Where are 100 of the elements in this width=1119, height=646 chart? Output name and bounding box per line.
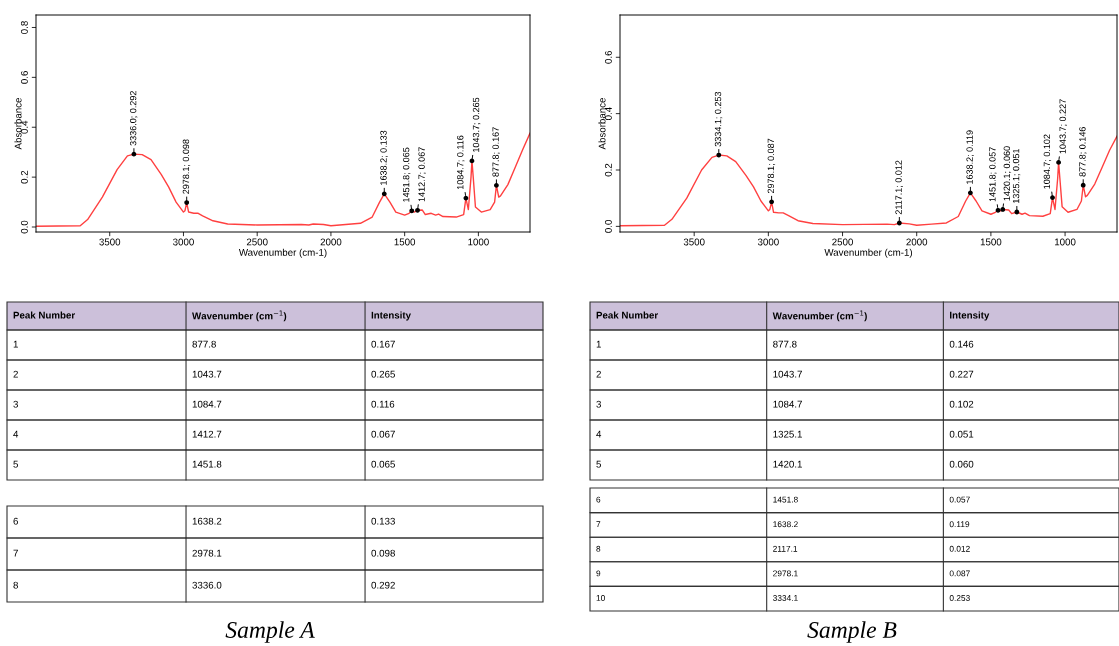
text: 1043.7 xyxy=(773,370,802,378)
text: Intensity xyxy=(371,311,411,321)
text: 0.051 xyxy=(949,430,974,438)
data-label: 2978.1; 0.087 xyxy=(767,138,776,194)
data-label: 1043.7; 0.265 xyxy=(472,97,481,152)
text: 2978.1 xyxy=(192,549,222,557)
text: 0.098 xyxy=(371,549,395,557)
y-tick-label: 0.0 xyxy=(20,220,28,234)
text: 0.253 xyxy=(949,595,970,601)
text: Intensity xyxy=(950,311,990,321)
text: 3 xyxy=(596,400,601,408)
x-tick-label: 3500 xyxy=(99,238,121,246)
text: 0.102 xyxy=(949,400,974,408)
y-tick-label: 0.0 xyxy=(604,219,612,233)
x-tick-label: 3000 xyxy=(173,238,194,246)
y-tick-label: 0.8 xyxy=(20,21,28,34)
text: 1412.7 xyxy=(192,430,222,438)
text: 0.087 xyxy=(949,570,970,577)
text: 1420.1 xyxy=(773,460,802,468)
x-tick-label: 2500 xyxy=(832,238,853,246)
text: Peak Number xyxy=(596,311,658,319)
text: 0.227 xyxy=(949,370,974,378)
text: 0.146 xyxy=(949,340,974,348)
point xyxy=(184,200,190,205)
x-tick-label: 3500 xyxy=(683,238,705,246)
text: 2 xyxy=(596,370,601,378)
data-label: 1638.2; 0.119 xyxy=(966,130,974,184)
text: 1 xyxy=(13,340,18,348)
text: 0.060 xyxy=(949,460,974,468)
data-label: 1043.7; 0.227 xyxy=(1059,99,1067,154)
data-label: 1638.2; 0.133 xyxy=(380,130,388,185)
text: 8 xyxy=(596,545,601,552)
y-tick-label: 0.2 xyxy=(20,170,28,184)
x-tick-label: 2500 xyxy=(246,238,268,246)
point xyxy=(1050,195,1055,201)
text: 1084.7 xyxy=(773,400,802,408)
x-tick-label: 1000 xyxy=(468,238,489,246)
text: 0.133 xyxy=(371,517,395,525)
text: 1043.7 xyxy=(192,370,222,378)
text: 1451.8 xyxy=(192,460,222,468)
text: 1451.8 xyxy=(773,496,798,503)
text: 0.065 xyxy=(371,460,395,468)
text: Sample A xyxy=(225,621,315,643)
text: 0.057 xyxy=(949,496,970,503)
text: 1084.7 xyxy=(192,400,222,408)
data-label: 877.8; 0.146 xyxy=(1079,127,1087,177)
x-tick-label: 1500 xyxy=(980,238,1002,246)
text: 0.116 xyxy=(371,400,395,408)
text: 1638.2 xyxy=(192,517,222,525)
text: Wavenumber (cm$^{−1}$) xyxy=(772,310,867,322)
x-tick-label: 1000 xyxy=(1055,238,1076,246)
data-label: 2117.1; 0.012 xyxy=(895,160,903,215)
y-axis-title: Absorbance xyxy=(14,97,22,150)
text: 2978.1 xyxy=(773,570,798,577)
text: 6 xyxy=(13,517,18,525)
text: 1 xyxy=(596,340,601,348)
text: 877.8 xyxy=(192,340,216,348)
text: 0.119 xyxy=(949,521,970,528)
text: 2117.1 xyxy=(773,545,798,552)
data-label: 3336.0; 0.292 xyxy=(129,91,138,146)
text: 2 xyxy=(13,370,18,378)
text: 1638.2 xyxy=(773,521,798,528)
data-label: 2978.1; 0.098 xyxy=(182,139,191,194)
text: 877.8 xyxy=(773,340,797,348)
text: 6 xyxy=(596,496,601,503)
text: 3336.0 xyxy=(192,581,222,589)
data-label: 1412.7; 0.067 xyxy=(418,147,426,202)
data-label: 1451.8; 0.065 xyxy=(402,147,411,202)
text: 0.292 xyxy=(371,581,395,589)
x-tick-label: 2000 xyxy=(320,238,342,246)
x-tick-label: 3000 xyxy=(757,238,779,246)
text: 8 xyxy=(13,581,18,589)
data-label: 3334.1; 0.253 xyxy=(714,91,723,147)
data-label: 1084.7; 0.102 xyxy=(1043,134,1052,189)
text: 3334.1 xyxy=(773,595,798,601)
text: Sample B xyxy=(807,621,897,643)
text: 5 xyxy=(596,460,601,468)
text: 0.265 xyxy=(371,370,395,378)
y-axis-title: Absorbance xyxy=(598,97,606,150)
data-label: 1084.7; 0.116 xyxy=(457,135,465,190)
y-tick-label: 0.6 xyxy=(20,71,28,84)
y-tick-label: 0.2 xyxy=(604,163,612,177)
text: 0.012 xyxy=(949,545,970,552)
text: 7 xyxy=(13,549,18,557)
x-tick-label: 1500 xyxy=(394,238,416,246)
data-label: 1325.1; 0.051 xyxy=(1012,148,1021,203)
text: 10 xyxy=(596,595,605,601)
x-axis-title: Wavenumber (cm-1) xyxy=(238,248,327,258)
x-tick-label: 2000 xyxy=(906,238,928,246)
text: 0.167 xyxy=(371,340,395,348)
y-tick-label: 0.6 xyxy=(604,50,612,64)
data-label: 1451.8; 0.057 xyxy=(989,147,997,202)
data-label: 877.8; 0.167 xyxy=(492,127,500,177)
text: 0.067 xyxy=(371,430,395,438)
text: 5 xyxy=(13,460,18,468)
x-axis-title: Wavenumber (cm-1) xyxy=(824,248,913,258)
text: 3 xyxy=(13,400,18,408)
text: 1325.1 xyxy=(773,430,802,438)
text: 4 xyxy=(596,430,602,438)
data-label: 1420.1; 0.060 xyxy=(1003,146,1012,201)
